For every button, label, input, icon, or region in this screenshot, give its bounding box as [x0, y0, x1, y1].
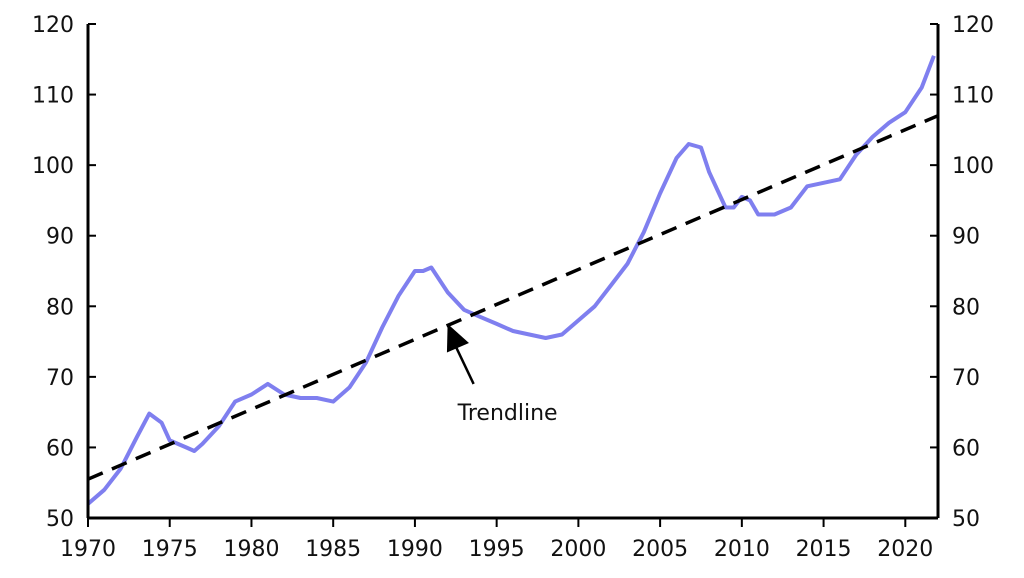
series-layer [86, 55, 939, 506]
y-tick-label-left: 50 [46, 507, 74, 532]
x-tick-label: 1970 [60, 537, 116, 562]
axis-layer: 50 60 70 80 90 100 110 120 50 60 70 80 90 100 110 120 19… [32, 13, 994, 562]
y-tick-label-right: 110 [952, 84, 994, 109]
y-tick-label-left: 80 [46, 295, 74, 320]
x-tick-label: 1985 [305, 537, 361, 562]
y-tick-label-right: 80 [952, 295, 980, 320]
x-tick-label: 2010 [714, 537, 770, 562]
annotation-layer: Trendline [446, 323, 558, 426]
y-tick-label-left: 120 [32, 13, 74, 38]
y-tick-label-right: 70 [952, 366, 980, 391]
x-tick-label: 2005 [632, 537, 688, 562]
y-tick-label-right: 60 [952, 436, 980, 461]
y-tick-label-right: 100 [952, 154, 994, 179]
y-tick-label-left: 70 [46, 366, 74, 391]
trendline-annotation-arrow-line [452, 341, 475, 385]
x-tick-label: 1975 [142, 537, 198, 562]
y-tick-label-left: 90 [46, 225, 74, 250]
x-tick-label: 1995 [469, 537, 525, 562]
y-tick-label-right: 90 [952, 225, 980, 250]
index-series-line [86, 55, 936, 506]
y-tick-label-left: 100 [32, 154, 74, 179]
x-tick-label: 2020 [877, 537, 933, 562]
x-tick-label: 2015 [796, 537, 852, 562]
trendline-annotation-label: Trendline [457, 401, 558, 426]
y-tick-label-left: 110 [32, 84, 74, 109]
x-tick-label: 1990 [387, 537, 443, 562]
y-tick-label-left: 60 [46, 436, 74, 461]
trendline-annotation-arrowhead [446, 323, 469, 353]
x-tick-label: 2000 [550, 537, 606, 562]
y-tick-label-right: 120 [952, 13, 994, 38]
y-tick-label-right: 50 [952, 507, 980, 532]
x-tick-label: 1980 [223, 537, 279, 562]
